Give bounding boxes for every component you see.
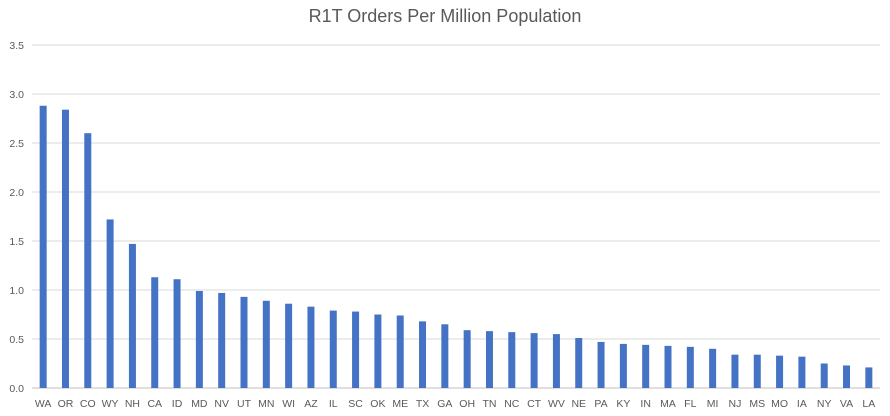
bar-ky: [619, 343, 627, 388]
bar-in: [642, 344, 650, 388]
x-tick-label: IA: [797, 398, 807, 410]
x-tick-label: NJ: [729, 398, 742, 410]
bar-nj: [731, 354, 739, 388]
bar-ne: [575, 338, 583, 388]
bar-wy: [106, 219, 114, 388]
x-tick-label: MS: [749, 398, 765, 410]
bar-id: [173, 279, 181, 388]
y-tick-label: 3.0: [9, 89, 24, 101]
x-tick-label: OH: [459, 398, 475, 410]
x-tick-label: WV: [548, 398, 565, 410]
y-tick-label: 2.5: [9, 138, 24, 150]
x-tick-label: MI: [707, 398, 719, 410]
x-tick-label: TX: [416, 398, 429, 410]
x-tick-label: ME: [392, 398, 408, 410]
bar-tn: [485, 331, 493, 388]
y-tick-label: 1.0: [9, 285, 24, 297]
x-tick-label: CT: [527, 398, 542, 410]
y-tick-label: 2.0: [9, 187, 24, 199]
y-tick-label: 1.5: [9, 236, 24, 248]
x-tick-label: CO: [80, 398, 96, 410]
x-tick-label: MO: [771, 398, 788, 410]
bar-nc: [508, 332, 516, 388]
x-tick-label: NV: [214, 398, 229, 410]
bar-wa: [39, 105, 47, 388]
x-tick-label: MN: [258, 398, 274, 410]
x-tick-label: VA: [840, 398, 853, 410]
x-tick-label: WY: [102, 398, 119, 410]
x-tick-label: OK: [370, 398, 385, 410]
bar-ga: [441, 324, 449, 388]
x-tick-label: NY: [817, 398, 832, 410]
bar-ut: [240, 296, 248, 388]
y-tick-label: 0.0: [9, 383, 24, 395]
bar-tx: [419, 321, 427, 388]
x-tick-label: NH: [125, 398, 140, 410]
bar-nv: [218, 292, 226, 388]
x-tick-label: IN: [640, 398, 651, 410]
y-axis-ticks: 0.0 0.5 1.0 1.5 2.0 2.5 3.0 3.5: [9, 40, 24, 395]
bar-ny: [820, 363, 828, 388]
bars: [39, 105, 873, 389]
bar-me: [396, 315, 404, 388]
bar-nh: [128, 243, 136, 388]
y-tick-label: 3.5: [9, 40, 24, 52]
x-tick-label: MD: [191, 398, 208, 410]
x-tick-label: OR: [58, 398, 74, 410]
gridlines: [32, 44, 880, 389]
x-tick-label: WA: [35, 398, 52, 410]
bar-fl: [686, 346, 694, 388]
bar-co: [84, 133, 92, 388]
x-tick-label: SC: [348, 398, 363, 410]
bar-la: [865, 367, 873, 388]
bar-md: [195, 290, 203, 388]
bar-mi: [709, 348, 717, 388]
bar-az: [307, 306, 315, 388]
bar-mn: [262, 300, 270, 388]
y-tick-label: 0.5: [9, 334, 24, 346]
x-tick-label: KY: [616, 398, 630, 410]
bar-ok: [374, 314, 382, 388]
x-tick-label: UT: [237, 398, 252, 410]
bar-ia: [798, 356, 806, 388]
x-tick-label: NC: [504, 398, 520, 410]
x-tick-label: AZ: [304, 398, 318, 410]
bar-or: [61, 109, 69, 389]
x-tick-label: GA: [437, 398, 452, 410]
x-tick-label: LA: [862, 398, 875, 410]
chart-title: R1T Orders Per Million Population: [308, 6, 582, 26]
x-tick-label: PA: [594, 398, 607, 410]
bar-pa: [597, 341, 605, 388]
x-tick-label: CA: [147, 398, 162, 410]
bar-ms: [753, 354, 761, 388]
bar-il: [329, 310, 337, 388]
x-tick-label: TN: [482, 398, 496, 410]
x-tick-label: FL: [684, 398, 696, 410]
x-tick-label: IL: [329, 398, 338, 410]
bar-ca: [151, 277, 159, 388]
x-axis-ticks: WA OR CO WY NH CA ID MD NV UT MN WI AZ IL SC OK ME TX GA OH…: [35, 398, 875, 410]
bar-va: [843, 365, 851, 388]
x-tick-label: MA: [660, 398, 676, 410]
x-tick-label: WI: [282, 398, 295, 410]
bar-mo: [776, 355, 784, 388]
bar-wv: [552, 334, 560, 388]
bar-ma: [664, 345, 672, 388]
bar-sc: [352, 311, 360, 388]
bar-ct: [530, 333, 538, 388]
bar-oh: [463, 330, 471, 388]
bar-wi: [285, 303, 293, 388]
x-tick-label: NE: [571, 398, 586, 410]
x-tick-label: ID: [172, 398, 183, 410]
